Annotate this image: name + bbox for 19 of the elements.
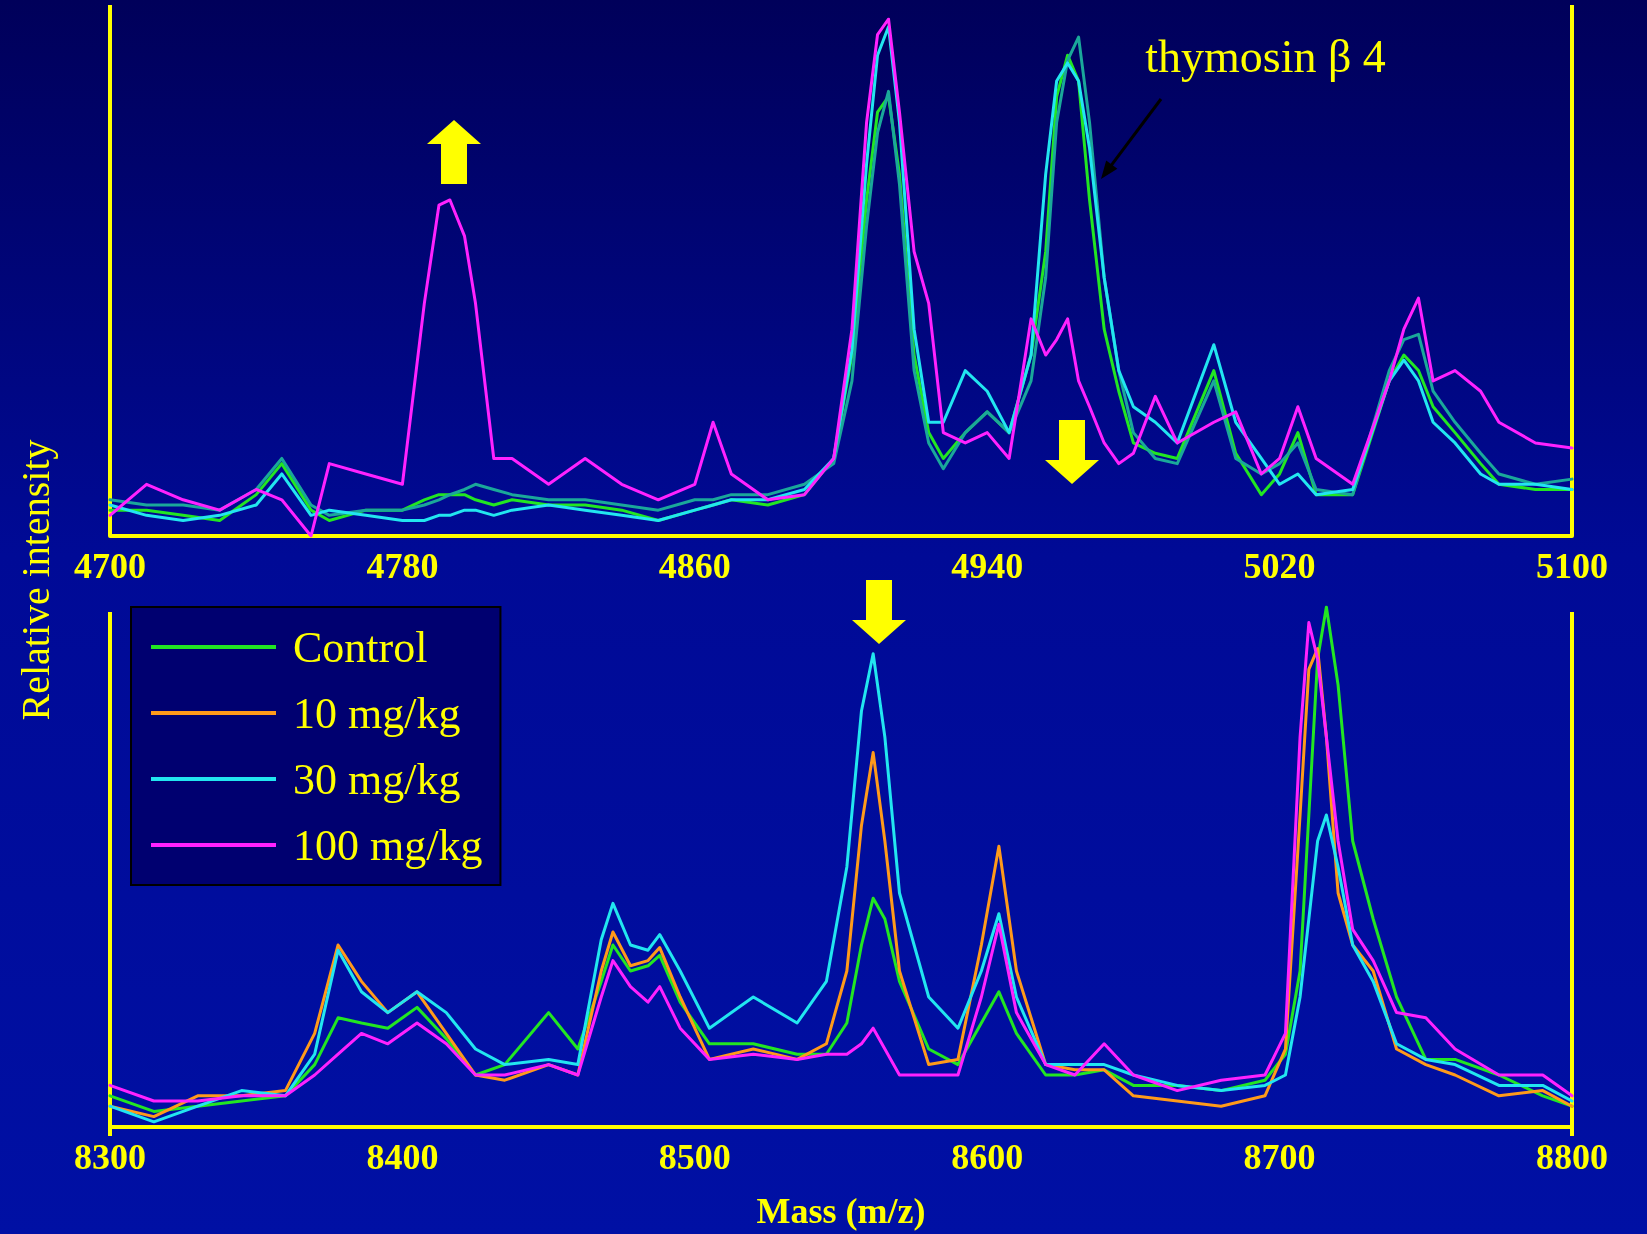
annotation: thymosin β 4	[1145, 30, 1386, 82]
x-tick-label: 5100	[1536, 546, 1608, 586]
legend-label: Control	[293, 622, 428, 672]
x-axis-title: Mass (m/z)	[756, 1191, 926, 1231]
legend-label: 30 mg/kg	[293, 754, 461, 804]
x-tick-label: 4700	[74, 546, 146, 586]
x-tick-label: 4940	[951, 546, 1024, 586]
x-tick-label: 4860	[658, 546, 731, 586]
x-tick-label: 5020	[1243, 546, 1316, 586]
x-tick-label: 8600	[951, 1137, 1024, 1177]
x-tick-label: 8700	[1243, 1137, 1316, 1177]
legend-label: 100 mg/kg	[293, 820, 483, 870]
legend-label: 10 mg/kg	[293, 688, 461, 738]
x-tick-label: 8300	[74, 1137, 146, 1177]
y-axis-title: Relative intensity	[11, 439, 59, 721]
x-tick-label: 8800	[1536, 1137, 1608, 1177]
x-tick-label: 8400	[366, 1137, 439, 1177]
x-tick-label: 8500	[658, 1137, 731, 1177]
x-tick-label: 4780	[366, 546, 439, 586]
